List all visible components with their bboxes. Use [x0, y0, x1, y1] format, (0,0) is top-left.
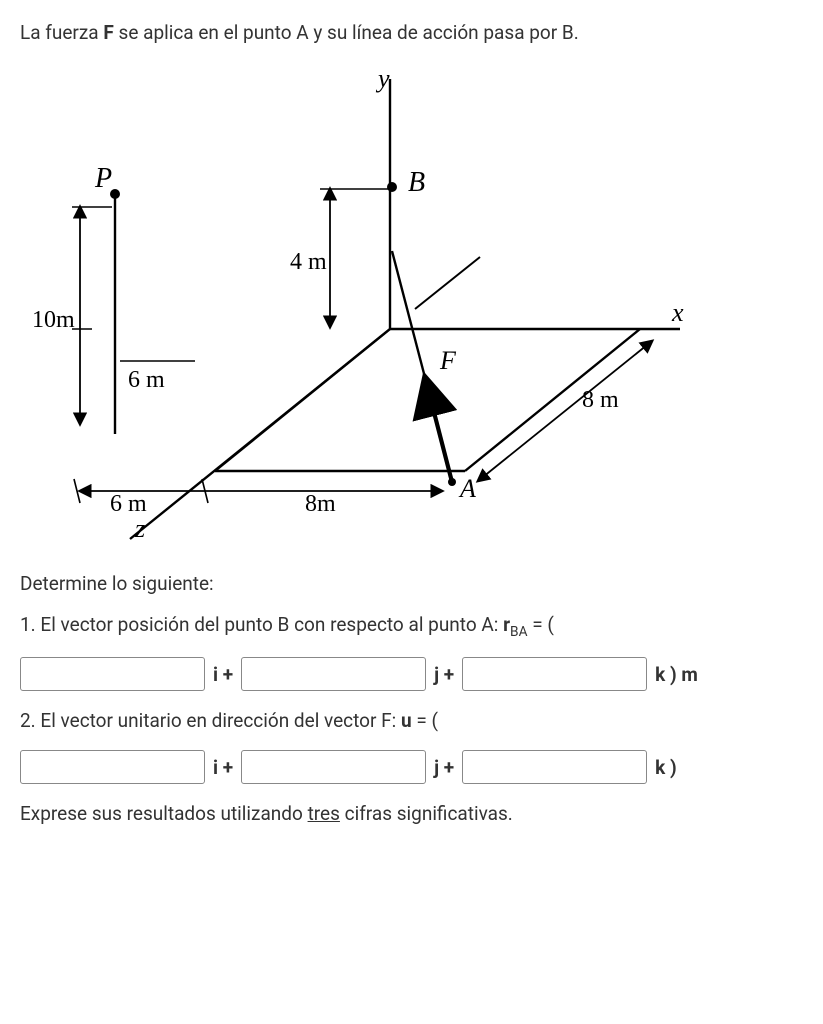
q1-j-input[interactable]: [241, 657, 426, 691]
dim-6m-b: 6 m: [110, 491, 147, 517]
q2-u: u: [401, 709, 412, 732]
point-A-label: A: [458, 474, 476, 503]
dim-6m-a: 6 m: [128, 367, 165, 393]
q1-k-input[interactable]: [462, 657, 647, 691]
diagram-svg: y x z A F B 4 m: [20, 59, 700, 549]
q2-j-input[interactable]: [241, 750, 426, 784]
intro-a: La fuerza: [20, 21, 103, 44]
dim-10m: 10m: [32, 307, 75, 333]
footer-a: Exprese sus resultados utilizando: [20, 802, 308, 825]
diagram: y x z A F B 4 m: [20, 59, 700, 554]
q2-i-input[interactable]: [20, 750, 205, 784]
question-1: 1. El vector posición del punto B con re…: [20, 613, 803, 640]
q2-text: 2. El vector unitario en dirección del v…: [20, 709, 401, 732]
footer-b: cifras significativas.: [340, 802, 513, 825]
q1-text: 1. El vector posición del punto B con re…: [20, 613, 503, 636]
footer-tres: tres: [308, 802, 340, 825]
q1-i-lbl: i +: [213, 663, 233, 686]
axis-x-label: x: [671, 298, 684, 327]
question-2: 2. El vector unitario en dirección del v…: [20, 709, 803, 732]
q2-inputs: i + j + k ): [20, 750, 803, 784]
force-F-label: F: [439, 346, 457, 375]
q1-i-input[interactable]: [20, 657, 205, 691]
q2-i-lbl: i +: [213, 756, 233, 779]
footer-note: Exprese sus resultados utilizando tres c…: [20, 802, 803, 825]
point-P-label: P: [94, 163, 112, 194]
determine-heading: Determine lo siguiente:: [20, 572, 803, 595]
intro-b: se aplica en el punto A y su línea de ac…: [114, 21, 579, 44]
q1-inputs: i + j + k ) m: [20, 657, 803, 691]
dim-8m-b: 8 m: [582, 387, 619, 413]
q1-k-lbl: k ) m: [655, 663, 698, 686]
point-B-label: B: [408, 167, 425, 198]
axis-y-label: y: [375, 64, 390, 93]
q1-BA: BA: [510, 623, 527, 639]
q2-eq: = (: [412, 709, 438, 732]
q2-k-lbl: k ): [655, 756, 677, 779]
q1-r: r: [503, 613, 510, 636]
q1-eq: = (: [527, 613, 553, 636]
dim-4m: 4 m: [290, 249, 327, 275]
q2-j-lbl: j +: [434, 756, 454, 779]
force-F: F: [103, 21, 113, 44]
axis-z-label: z: [134, 514, 145, 543]
problem-statement: La fuerza F se aplica en el punto A y su…: [20, 20, 803, 47]
dim-8m-a: 8m: [305, 491, 336, 517]
q1-j-lbl: j +: [434, 663, 454, 686]
q2-k-input[interactable]: [462, 750, 647, 784]
